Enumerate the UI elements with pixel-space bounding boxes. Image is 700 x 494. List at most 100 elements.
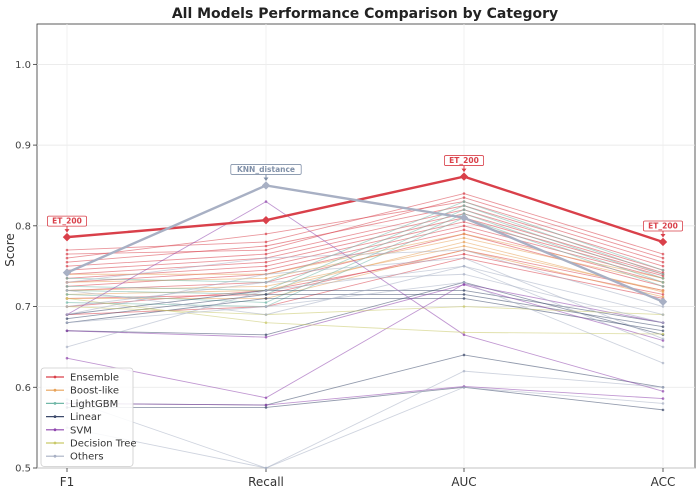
data-point	[661, 293, 665, 296]
data-point	[65, 329, 69, 333]
data-point	[65, 260, 69, 264]
data-point	[62, 232, 72, 242]
data-point	[462, 283, 466, 287]
data-point	[661, 264, 665, 268]
data-point	[65, 313, 69, 316]
data-point	[65, 321, 69, 324]
legend-item-ensemble: Ensemble	[46, 373, 119, 384]
data-point	[264, 256, 268, 260]
data-point	[661, 272, 665, 276]
data-point	[264, 276, 268, 280]
data-point	[462, 236, 466, 240]
data-point	[462, 264, 466, 268]
data-point	[462, 196, 466, 199]
data-point	[661, 305, 665, 308]
legend-marker	[53, 375, 57, 379]
legend-marker	[53, 415, 57, 418]
y-axis-label: Score	[3, 233, 17, 267]
legend-label: Others	[70, 452, 104, 463]
data-point	[459, 172, 469, 181]
annotation-box	[643, 220, 684, 232]
series-line	[66, 201, 664, 392]
data-point	[264, 406, 268, 409]
series-line	[66, 217, 664, 275]
series-ensemble-2	[65, 196, 665, 260]
data-point	[661, 397, 665, 400]
annotation-box	[47, 215, 88, 227]
data-point	[65, 356, 69, 360]
data-point	[65, 317, 69, 320]
data-point	[65, 297, 69, 300]
annotation: KNN_distance	[230, 164, 302, 181]
series-line	[66, 221, 664, 279]
data-point	[462, 331, 466, 334]
data-point	[264, 281, 268, 284]
annotation-arrowhead	[461, 168, 467, 173]
legend-marker	[53, 388, 57, 392]
x-ticks: F1 Recall AUC ACC	[60, 468, 676, 489]
y-tick-label: 0.8	[15, 221, 31, 232]
data-point	[459, 213, 469, 222]
data-point	[264, 260, 268, 264]
data-point	[462, 248, 466, 252]
data-point	[462, 232, 466, 236]
data-point	[462, 228, 466, 232]
data-point	[462, 256, 466, 260]
data-point	[462, 281, 466, 284]
series-line	[66, 370, 664, 469]
data-point	[661, 290, 665, 294]
data-point	[661, 252, 665, 256]
data-point	[264, 248, 268, 252]
data-point	[661, 285, 665, 288]
data-point	[462, 293, 466, 296]
data-point	[264, 466, 268, 470]
data-point	[261, 215, 271, 225]
data-point	[264, 321, 268, 324]
data-point	[264, 297, 268, 300]
series-line	[66, 201, 664, 283]
data-point	[661, 295, 665, 299]
annotation-label: ET_200	[449, 156, 479, 165]
data-point	[462, 192, 466, 195]
series-line	[66, 184, 664, 303]
data-point	[264, 301, 268, 304]
annotations: ET_200 KNN_distance ET_200 ET_200	[47, 155, 684, 238]
data-point	[65, 305, 69, 308]
series-line	[66, 386, 664, 406]
series-others-37	[62, 181, 668, 306]
annotation-box	[230, 164, 302, 175]
data-point	[264, 240, 268, 244]
annotation-arrowhead	[660, 233, 666, 238]
series-line	[66, 217, 664, 308]
data-point	[462, 244, 466, 248]
legend-label: Boost-like	[70, 386, 119, 397]
x-tick-label: ACC	[651, 475, 676, 489]
data-point	[264, 403, 268, 407]
data-point	[661, 268, 665, 272]
series-others-42	[65, 256, 665, 341]
data-point	[661, 281, 665, 284]
legend-item-linear: Linear	[46, 412, 102, 423]
data-point	[661, 390, 665, 393]
y-tick-label: 0.6	[15, 383, 31, 394]
data-point	[462, 200, 466, 203]
series-others-43	[65, 264, 665, 349]
x-tick-label: F1	[60, 475, 75, 489]
data-point	[261, 181, 271, 190]
series-line	[66, 257, 664, 340]
data-point	[264, 252, 268, 256]
legend-box	[40, 367, 134, 467]
data-point	[661, 256, 665, 260]
data-point	[65, 289, 69, 292]
annotation-label: KNN_distance	[237, 165, 295, 174]
data-point	[658, 237, 668, 247]
data-point	[661, 325, 665, 329]
legend-marker	[53, 428, 57, 432]
series-others-41	[65, 281, 665, 365]
data-point	[658, 297, 668, 306]
legend-label: Linear	[70, 412, 102, 423]
annotation-label: ET_200	[648, 222, 678, 231]
data-point	[661, 321, 665, 324]
data-point	[65, 345, 69, 349]
